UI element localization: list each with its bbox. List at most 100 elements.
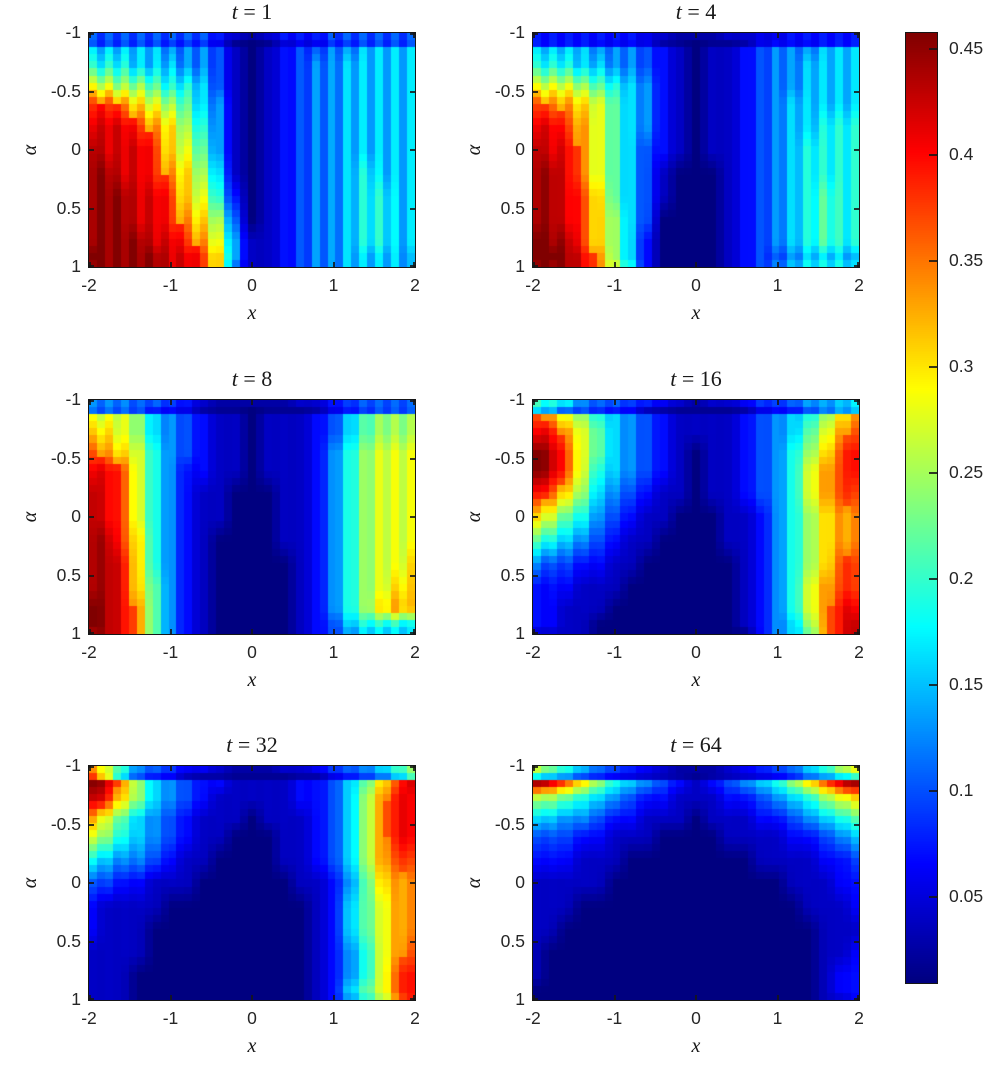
axis-tick (857, 766, 859, 771)
y-tick-label: 1 (515, 623, 525, 643)
axis-tick (533, 90, 538, 93)
title-eq: = (237, 366, 262, 391)
x-tick-label: -1 (162, 642, 179, 662)
axis-tick (410, 207, 415, 210)
axis-tick (854, 882, 859, 884)
x-tick-label: -2 (525, 642, 541, 662)
axis-tick (854, 149, 859, 151)
axis-tick (776, 33, 779, 38)
axis-tick (695, 400, 697, 405)
axis-tick (854, 574, 859, 577)
colorbar-tick-label: 0.3 (949, 355, 974, 376)
heatmap-canvas (533, 766, 859, 1000)
axis-tick (251, 995, 253, 1000)
axis-tick (332, 766, 335, 771)
y-tick-label: -0.5 (494, 80, 525, 101)
colorbar-tick (929, 895, 937, 898)
subplot-t32: t = 32 x α -2 -1 0 1 2 -1 -0.5 0 0.5 1 (19, 732, 420, 1057)
x-tick-label: 2 (854, 642, 864, 662)
axis-tick (410, 882, 415, 884)
plot-title: t = 32 (88, 732, 416, 762)
y-tick-label: 1 (71, 989, 81, 1009)
axis-tick (410, 574, 415, 577)
colorbar-tick-label: 0.45 (949, 37, 984, 58)
y-tick-label: 0 (71, 506, 81, 526)
axis-tick (89, 262, 91, 267)
y-tick-label: -1 (509, 22, 525, 42)
axis-tick (251, 629, 253, 634)
x-tick-label: 0 (247, 642, 257, 662)
axis-tick (89, 940, 94, 943)
x-tick-label: 0 (691, 642, 701, 662)
axis-tick (776, 400, 779, 405)
axis-tick (695, 995, 697, 1000)
y-tick-label: 1 (71, 623, 81, 643)
axis-tick (413, 995, 415, 1000)
y-tick-label: -1 (65, 755, 81, 775)
x-tick-label: 2 (854, 275, 864, 295)
heatmap-canvas (533, 400, 859, 634)
axis-tick (410, 149, 415, 151)
axis-tick (533, 33, 538, 35)
y-tick-label: -1 (65, 389, 81, 409)
axis-tick (854, 457, 859, 460)
axis-tick (854, 90, 859, 93)
axis-tick (695, 629, 697, 634)
axis-tick (854, 33, 859, 35)
axis-tick (533, 457, 538, 460)
title-value: 4 (705, 0, 717, 24)
axis-tick (533, 882, 538, 884)
y-tick-label: 1 (515, 989, 525, 1009)
axis-tick (533, 516, 538, 518)
axis-tick (533, 149, 538, 151)
title-eq: = (232, 732, 256, 757)
x-tick-label: -1 (162, 275, 179, 295)
title-var: t (226, 732, 233, 757)
axis-tick (613, 262, 616, 267)
axis-tick (410, 265, 415, 267)
x-tick-label: 1 (772, 642, 783, 662)
y-tick-label: -1 (509, 755, 525, 775)
colorbar-tick-label: 0.4 (949, 143, 974, 164)
axis-tick (854, 940, 859, 943)
title-var: t (670, 732, 677, 757)
y-tick-label: 0.5 (500, 197, 525, 218)
colorbar-tick-label: 0.25 (949, 461, 984, 482)
y-tick-label: 0 (515, 139, 525, 159)
axis-tick (776, 629, 779, 634)
axis-tick (89, 33, 94, 35)
axis-tick (89, 766, 91, 771)
axis-tick (854, 516, 859, 518)
axis-tick (776, 995, 779, 1000)
axis-tick (251, 766, 253, 771)
y-tick-label: 0 (515, 506, 525, 526)
axis-tick (89, 90, 94, 93)
axis-tick (251, 400, 253, 405)
x-tick-label: 2 (854, 1008, 864, 1028)
colorbar-tick-label: 0.1 (949, 779, 974, 800)
colorbar-tick-label: 0.15 (949, 673, 984, 694)
title-var: t (231, 366, 238, 391)
colorbar-tick (929, 471, 937, 474)
x-tick-label: 1 (328, 275, 339, 295)
x-tick-label: -1 (606, 1008, 623, 1028)
axis-tick (533, 940, 538, 943)
axis-tick (169, 766, 172, 771)
axis-tick (89, 149, 94, 151)
axis-tick (776, 766, 779, 771)
x-tick-label: 2 (410, 642, 420, 662)
axis-tick (413, 629, 415, 634)
x-axis-label: x (691, 302, 701, 324)
axis-tick (533, 574, 538, 577)
heatmap-canvas (89, 766, 415, 1000)
title-value: 32 (255, 732, 278, 757)
axis-tick (410, 90, 415, 93)
y-tick-label: -0.5 (50, 447, 81, 468)
colorbar-tick (929, 153, 937, 156)
title-var: t (670, 366, 677, 391)
axis-tick (251, 262, 253, 267)
axis-tick (410, 516, 415, 518)
axis-tick (613, 400, 616, 405)
axis-tick (89, 400, 91, 405)
heatmap-canvas (533, 33, 859, 267)
